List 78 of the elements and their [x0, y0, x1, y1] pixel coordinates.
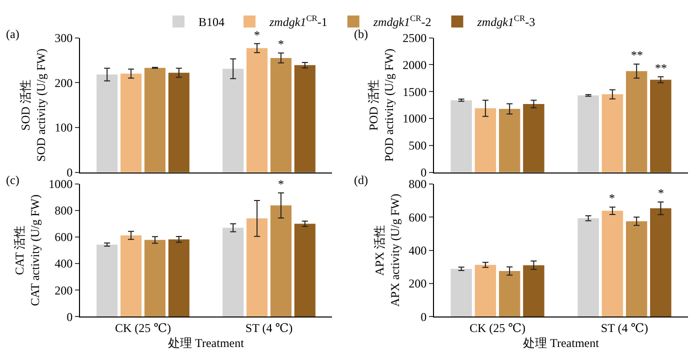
- bar: [498, 271, 520, 317]
- y-tick-label: 2500: [402, 30, 427, 45]
- bar: [144, 240, 166, 317]
- x-axis-title: 处理 Treatment: [168, 336, 245, 350]
- text: (c): [6, 173, 20, 187]
- y-tick-label: 1500: [402, 84, 427, 99]
- data-label: **: [631, 48, 643, 62]
- legend-label: zmdgk1$^{CR}$-3: [476, 14, 536, 30]
- bar: [294, 65, 316, 172]
- y-tick-label: 0: [66, 166, 73, 180]
- bar: [650, 80, 672, 172]
- bar: [450, 100, 472, 172]
- y-tick-label: 0: [66, 310, 73, 324]
- bar: [626, 71, 648, 172]
- y-tick-label: 100: [54, 120, 73, 135]
- x-tick-label: ST (4 ℃): [600, 321, 648, 336]
- data-label: **: [655, 61, 667, 75]
- bar: [523, 265, 544, 317]
- y-tick-label: 1000: [48, 177, 73, 192]
- bar: [578, 95, 599, 172]
- x-tick-label: CK (25 ℃): [469, 321, 526, 336]
- bar: [626, 221, 648, 317]
- y-tick-label: 0: [420, 310, 427, 324]
- bar: [602, 210, 624, 317]
- bar: [168, 72, 190, 172]
- data-label: *: [278, 177, 284, 191]
- x-axis-title: 处理 Treatment: [523, 336, 600, 350]
- legend-label: zmdgk1$^{CR}$-2: [372, 14, 432, 30]
- text: (a): [6, 27, 20, 41]
- data-label: *: [609, 191, 615, 205]
- bar: [222, 228, 244, 317]
- x-tick-label: ST (4 ℃): [245, 321, 293, 336]
- bar: [474, 108, 496, 172]
- bar: [246, 218, 268, 317]
- x-tick-label: CK (25 ℃): [114, 321, 172, 336]
- bar: [498, 108, 520, 172]
- bar: [270, 205, 292, 317]
- y-tick-label: 1000: [402, 112, 427, 126]
- y-tick-label: 200: [408, 276, 427, 291]
- y-tick-label: 0: [420, 166, 427, 180]
- bar: [120, 235, 142, 317]
- y-tick-label: 2000: [402, 58, 427, 72]
- bar: [650, 208, 672, 317]
- bar: [450, 268, 472, 317]
- y-axis-title: POD 活性 POD activity (U/g FW): [366, 48, 396, 162]
- bar: [523, 104, 544, 172]
- y-axis-title: CAT 活性 CAT activity (U/g FW): [12, 194, 42, 306]
- y-tick-label: 200: [54, 283, 73, 298]
- y-tick-label: 600: [54, 230, 73, 244]
- bar: [120, 74, 142, 172]
- text: (d): [354, 173, 368, 187]
- bar: [144, 68, 166, 172]
- data-label: *: [254, 28, 260, 42]
- y-tick-label: 600: [408, 210, 427, 224]
- y-tick-label: 300: [54, 30, 73, 45]
- bar: [270, 58, 292, 172]
- bar: [578, 218, 599, 317]
- bar: [294, 224, 316, 317]
- y-axis-title: SOD 活性 SOD activity (U/g FW): [18, 48, 48, 162]
- legend-label: B104: [198, 15, 225, 30]
- y-tick-label: 200: [54, 76, 73, 90]
- bar: [602, 94, 624, 172]
- data-label: *: [278, 37, 284, 51]
- bar: [96, 244, 118, 317]
- bar: [474, 264, 496, 317]
- bar: [96, 74, 118, 172]
- y-axis-title: APX 活性 APX activity (U/g FW): [372, 194, 402, 307]
- data-label: *: [658, 186, 664, 200]
- bar: [246, 48, 268, 172]
- y-tick-label: 500: [408, 138, 427, 153]
- bar: [222, 68, 244, 172]
- y-tick-label: 400: [54, 256, 73, 271]
- legend-label: zmdgk1$^{CR}$-1: [268, 14, 328, 30]
- text: (b): [354, 27, 368, 41]
- y-tick-label: 800: [54, 204, 73, 218]
- y-tick-label: 400: [408, 243, 427, 258]
- bar: [168, 239, 190, 317]
- y-tick-label: 800: [408, 177, 427, 192]
